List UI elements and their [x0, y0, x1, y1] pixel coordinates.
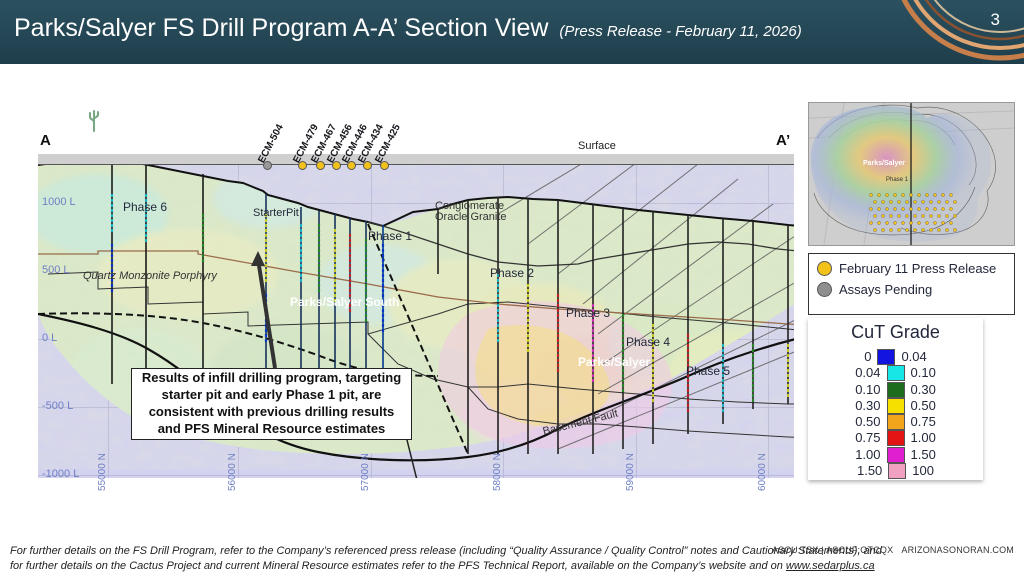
svg-text:Phase 1: Phase 1: [886, 177, 909, 183]
svg-text:Parks/Salyer: Parks/Salyer: [863, 160, 905, 167]
